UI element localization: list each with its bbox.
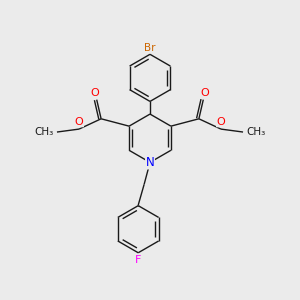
Text: F: F bbox=[135, 255, 141, 265]
Text: O: O bbox=[91, 88, 100, 98]
Text: O: O bbox=[200, 88, 209, 98]
Text: Br: Br bbox=[144, 43, 156, 53]
Text: O: O bbox=[217, 117, 225, 127]
Text: CH₃: CH₃ bbox=[35, 127, 54, 137]
Text: O: O bbox=[75, 117, 83, 127]
Text: CH₃: CH₃ bbox=[246, 127, 265, 137]
Text: N: N bbox=[146, 156, 154, 169]
